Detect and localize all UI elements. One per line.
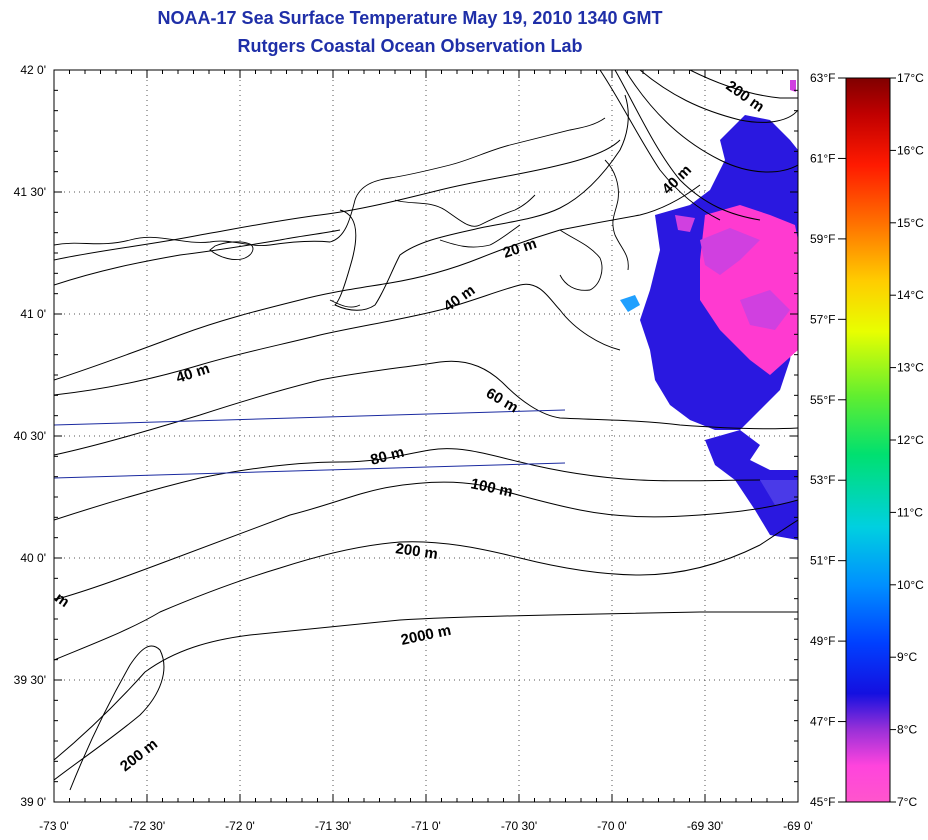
map-title: NOAA-17 Sea Surface Temperature May 19, … (157, 8, 663, 28)
lat-tick-label: 39 30' (14, 673, 46, 687)
frame-ticks (53, 69, 799, 803)
lat-tick-label: 40 30' (14, 429, 46, 443)
lat-tick-label: 39 0' (20, 795, 46, 809)
lon-tick-label: -69 30' (687, 819, 723, 833)
celsius-label: 15°C (897, 216, 924, 230)
fahrenheit-label: 49°F (810, 634, 835, 648)
map-subtitle: Rutgers Coastal Ocean Observation Lab (237, 36, 583, 56)
latitude-tick-labels: 42 0' 41 30' 41 0' 40 30' 40 0' 39 30' 39 0' (14, 63, 46, 809)
lon-tick-label: -73 0' (39, 819, 69, 833)
celsius-label: 9°C (897, 650, 917, 664)
lon-tick-label: -72 0' (225, 819, 255, 833)
sst-data-layer (620, 80, 798, 540)
celsius-label: 16°C (897, 143, 924, 157)
celsius-label: 10°C (897, 578, 924, 592)
fahrenheit-label: 61°F (810, 151, 835, 165)
lat-tick-label: 41 0' (20, 307, 46, 321)
celsius-label: 14°C (897, 288, 924, 302)
lat-tick-label: 40 0' (20, 551, 46, 565)
celsius-label: 17°C (897, 71, 924, 85)
colorbar-celsius-labels: 17°C 16°C 15°C 14°C 13°C 12°C 11°C 10°C 9°C 8°C 7°… (890, 71, 924, 809)
fahrenheit-label: 51°F (810, 554, 835, 568)
fahrenheit-label: 63°F (810, 71, 835, 85)
celsius-label: 12°C (897, 433, 924, 447)
fahrenheit-label: 45°F (810, 795, 835, 809)
contour-label: 200 m (394, 540, 438, 563)
lon-tick-label: -70 30' (501, 819, 537, 833)
lon-tick-label: -71 30' (315, 819, 351, 833)
lon-tick-label: -69 0' (783, 819, 813, 833)
lat-tick-label: 41 30' (14, 185, 46, 199)
celsius-label: 11°C (897, 505, 923, 519)
colorbar-gradient (845, 77, 891, 803)
longitude-tick-labels: -73 0' -72 30' -72 0' -71 30' -71 0' -70 30' -… (39, 819, 813, 833)
ship-tracks (54, 409, 566, 479)
fahrenheit-label: 57°F (810, 312, 835, 326)
celsius-label: 7°C (897, 795, 917, 809)
celsius-label: 8°C (897, 723, 917, 737)
graticule-grid (54, 70, 798, 802)
lon-tick-label: -70 0' (597, 819, 627, 833)
colorbar: 63°F 61°F 59°F 57°F 55°F 53°F 51°F 49°F 47°F 45°F… (810, 71, 924, 809)
coastline (54, 117, 629, 308)
colorbar-fahrenheit-labels: 63°F 61°F 59°F 57°F 55°F 53°F 51°F 49°F 47°F 45°F (810, 71, 846, 809)
fahrenheit-label: 53°F (810, 473, 835, 487)
lon-tick-label: -71 0' (411, 819, 441, 833)
lon-tick-label: -72 30' (129, 819, 165, 833)
fahrenheit-label: 47°F (810, 715, 835, 729)
fahrenheit-label: 55°F (810, 393, 835, 407)
fahrenheit-label: 59°F (810, 232, 835, 246)
celsius-label: 13°C (897, 361, 924, 375)
lat-tick-label: 42 0' (20, 63, 46, 77)
